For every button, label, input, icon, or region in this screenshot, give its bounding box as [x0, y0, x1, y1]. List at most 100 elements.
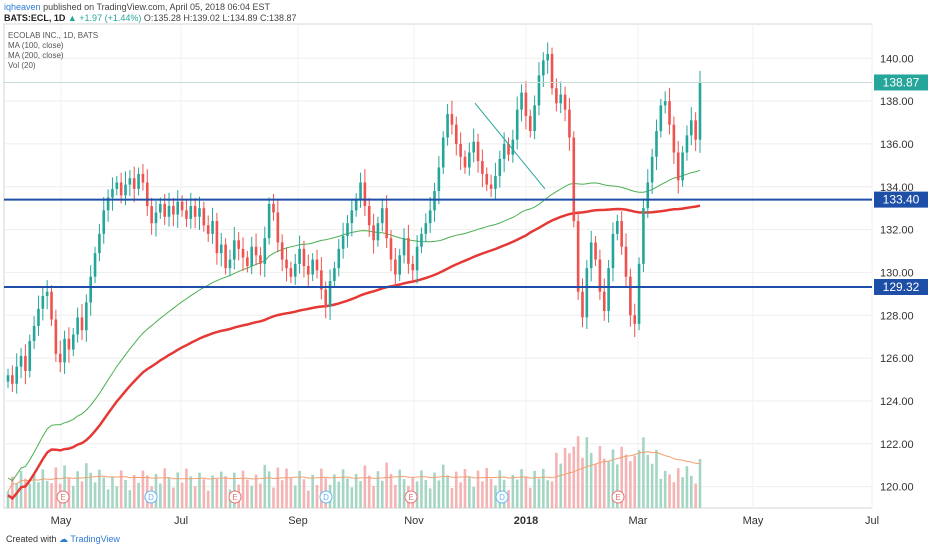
legend-volume[interactable]: Vol (20)	[8, 61, 36, 70]
x-tick-label: 2018	[514, 515, 538, 527]
candle-body	[502, 143, 506, 159]
volume-bar	[676, 468, 680, 508]
volume-bar	[93, 482, 97, 508]
candle-body	[637, 263, 641, 324]
candle-body	[542, 60, 545, 76]
candle-body	[642, 208, 645, 264]
volume-bar	[341, 469, 345, 508]
candle-body	[359, 182, 362, 200]
volume-bar	[337, 481, 341, 508]
candle-body	[511, 139, 515, 155]
volume-bar	[494, 485, 497, 508]
candle-body	[198, 208, 201, 217]
volume-bar	[568, 453, 571, 508]
volume-bar	[537, 478, 541, 508]
y-tick-label: 136.00	[880, 139, 914, 151]
volume-bar	[115, 486, 119, 508]
candle-body	[476, 141, 480, 162]
volume-bar	[6, 491, 10, 508]
volume-bar	[528, 487, 532, 508]
cloud-icon: ☁	[59, 534, 69, 544]
volume-bar	[454, 471, 458, 508]
volume-bar	[276, 467, 280, 508]
volume-bar	[498, 470, 502, 508]
candle-body	[215, 221, 219, 254]
candle-body	[11, 375, 14, 384]
candle-body	[76, 317, 79, 335]
volume-bars	[6, 436, 702, 508]
volume-bar	[350, 487, 354, 508]
volume-bar	[446, 475, 449, 508]
last-price-tag	[874, 74, 928, 91]
candle-body	[507, 143, 510, 155]
volume-bar	[50, 483, 53, 508]
candle-body	[380, 208, 384, 224]
volume-bar	[681, 477, 684, 508]
tradingview-link[interactable]: TradingView	[70, 534, 120, 544]
volume-bar	[211, 475, 214, 508]
legend-ma200[interactable]: MA (200, close)	[8, 51, 64, 60]
volume-bar	[489, 478, 493, 508]
published-text: published on TradingView.com, April 05, …	[43, 2, 271, 12]
ohlc-high: H:139.02	[183, 13, 220, 23]
volume-bar	[515, 479, 519, 508]
x-tick-label: Sep	[288, 515, 308, 527]
candle-body	[50, 291, 53, 320]
candle-body	[589, 242, 593, 269]
volume-bar	[315, 485, 319, 508]
candle-body	[354, 199, 358, 211]
candle-body	[306, 266, 310, 275]
earnings-marker	[228, 490, 242, 504]
candle-body	[315, 259, 319, 271]
volume-bar	[698, 458, 702, 508]
volume-bar	[71, 485, 75, 508]
volume-bar	[437, 480, 441, 508]
volume-bar	[533, 470, 536, 508]
chart-header: iqheaven published on TradingView.com, A…	[4, 2, 297, 24]
dividend-marker	[495, 490, 509, 504]
volume-bar	[285, 468, 288, 508]
event-marker-label: E	[232, 493, 237, 502]
legend-title: ECOLAB INC., 1D, BATS	[8, 31, 99, 40]
volume-bar	[420, 470, 423, 508]
candle-body	[581, 291, 584, 318]
y-tick-label: 134.00	[880, 182, 914, 194]
candle-body	[685, 135, 689, 153]
candlesticks	[6, 42, 702, 394]
candle-body	[41, 295, 45, 309]
ma100-path	[7, 169, 701, 482]
publisher-link[interactable]: iqheaven	[4, 2, 41, 12]
candle-body	[481, 161, 484, 174]
event-marker-label: D	[148, 493, 154, 502]
candle-body	[611, 233, 615, 269]
volume-bar	[550, 481, 554, 508]
candle-body	[180, 201, 184, 211]
candle-body	[119, 182, 123, 196]
legend-ma100[interactable]: MA (100, close)	[8, 41, 64, 50]
volume-bar	[655, 449, 658, 508]
candle-body	[280, 242, 284, 260]
volume-bar	[37, 482, 40, 508]
x-tick-label: May	[51, 515, 72, 527]
candle-body	[124, 184, 127, 196]
volume-bar	[280, 480, 284, 508]
volume-bar	[346, 478, 349, 508]
candle-body	[394, 259, 397, 275]
volume-bar	[98, 469, 101, 508]
volume-bar	[398, 469, 402, 508]
y-tick-label: 122.00	[880, 439, 914, 451]
candle-body	[624, 246, 628, 277]
volume-bar	[54, 467, 58, 508]
created-with-text: Created with	[6, 534, 57, 544]
y-tick-label: 120.00	[880, 482, 914, 494]
volume-bar	[672, 482, 676, 508]
volume-bar	[624, 454, 628, 508]
candle-body	[289, 268, 293, 277]
candle-body	[472, 141, 475, 153]
candle-body	[276, 212, 280, 243]
y-tick-label: 130.00	[880, 267, 914, 279]
earnings-marker	[611, 490, 625, 504]
volume-bar	[472, 487, 475, 508]
candle-body	[272, 203, 275, 213]
